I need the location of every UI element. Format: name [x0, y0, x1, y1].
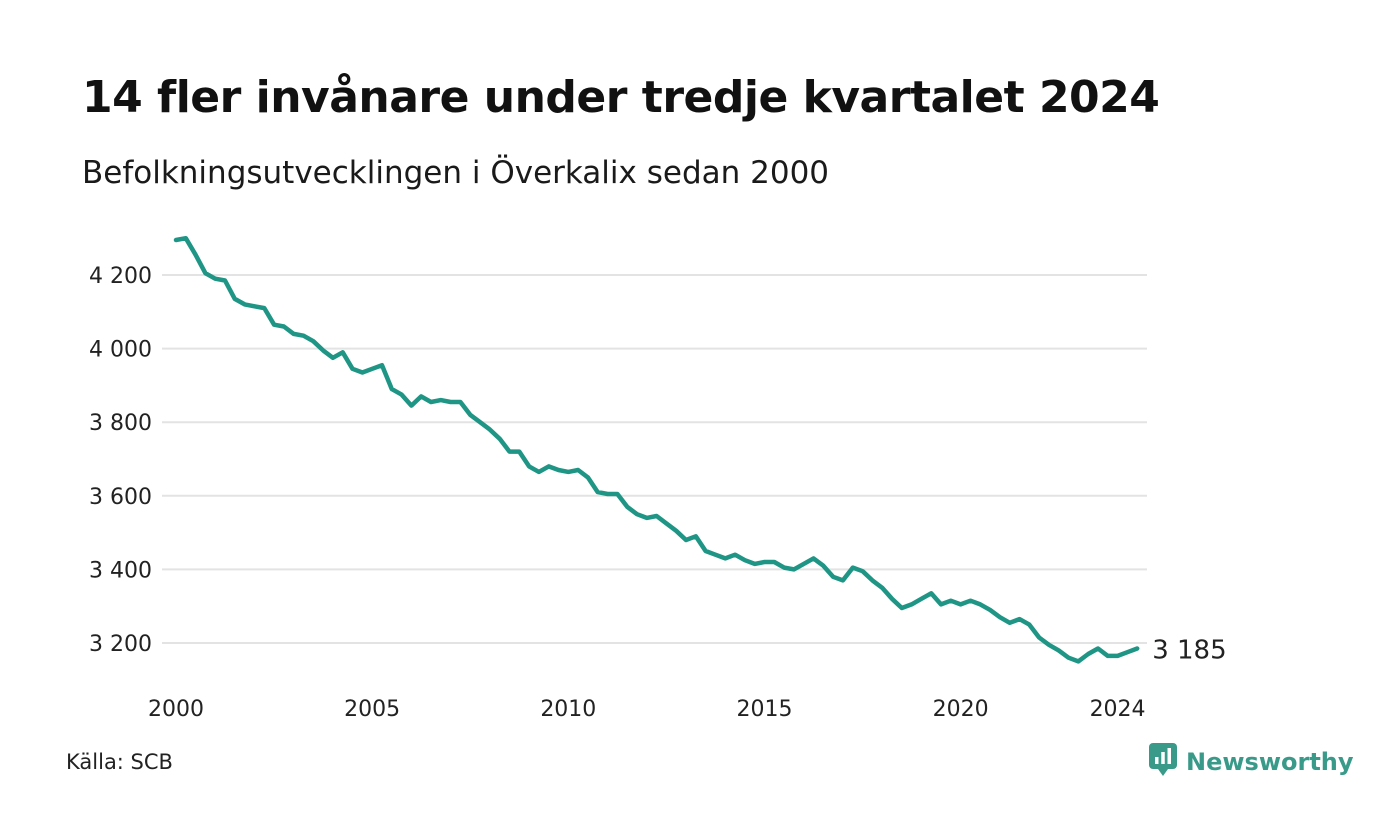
y-tick-label: 4 000 — [89, 338, 152, 363]
x-tick-label: 2010 — [540, 697, 596, 722]
source-label: Källa: SCB — [66, 750, 173, 774]
chart-subtitle: Befolkningsutvecklingen i Överkalix seda… — [82, 155, 830, 191]
y-tick-label: 4 200 — [89, 264, 152, 289]
y-tick-label: 3 600 — [89, 485, 152, 510]
y-tick-label: 3 200 — [89, 632, 152, 657]
brand-logo: Newsworthy — [1148, 742, 1354, 782]
x-tick-label: 2020 — [933, 697, 989, 722]
x-axis-tick-labels: 2000 2005 2010 2015 2020 2024 — [148, 697, 1146, 722]
brand-name: Newsworthy — [1186, 748, 1354, 776]
newsworthy-logo-icon — [1148, 742, 1178, 782]
y-tick-label: 3 400 — [89, 558, 152, 583]
end-value-label: 3 185 — [1152, 636, 1226, 666]
grid-lines — [162, 274, 1147, 644]
x-tick-label: 2024 — [1090, 697, 1146, 722]
end-label-layer: 3 185 — [1152, 636, 1226, 666]
chart-title: 14 fler invånare under tredje kvartalet … — [82, 72, 1160, 123]
y-tick-label: 3 800 — [89, 411, 152, 436]
x-tick-label: 2005 — [344, 697, 400, 722]
series-line — [173, 235, 1140, 664]
series-layer — [173, 235, 1140, 664]
x-tick-label: 2015 — [736, 697, 792, 722]
x-tick-label: 2000 — [148, 697, 204, 722]
y-axis-tick-labels: 3 200 3 400 3 600 3 800 4 000 4 200 — [89, 264, 152, 657]
